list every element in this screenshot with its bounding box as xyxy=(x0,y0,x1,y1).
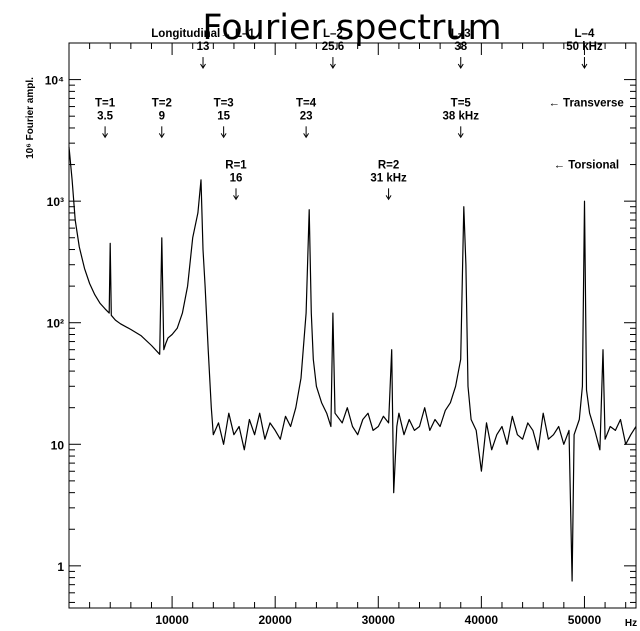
arrow-icon xyxy=(102,133,109,139)
arrow-icon xyxy=(233,195,239,201)
annotation-text: T=3 xyxy=(214,97,234,109)
mode-annotation: L–450 kHz xyxy=(566,28,603,69)
mode-annotation: ← Torsional xyxy=(554,159,620,171)
mode-annotation: ← Transverse xyxy=(548,97,623,109)
mode-annotation: T=29 xyxy=(152,97,172,139)
annotation-text: T=4 xyxy=(296,97,317,109)
mode-annotation: L–225.6 xyxy=(322,28,344,69)
mode-annotation: R=231 kHz xyxy=(370,159,407,201)
annotation-text: 31 kHz xyxy=(370,172,407,184)
annotation-text: ← Torsional xyxy=(554,159,620,171)
annotation-text: 3.5 xyxy=(97,110,114,122)
annotation-text: R=1 xyxy=(225,159,247,171)
x-tick-label: 10000 xyxy=(155,613,189,627)
y-tick-label: 10³ xyxy=(47,195,64,209)
annotation-text: 15 xyxy=(217,110,230,122)
annotation-text: 38 xyxy=(454,41,467,53)
annotation-text: 16 xyxy=(230,172,243,184)
y-axis-label: 10⁶ Fourier ampl. xyxy=(25,77,36,159)
y-tick-label: 10 xyxy=(51,438,65,452)
arrow-icon xyxy=(303,133,310,139)
mode-annotation: T=315 xyxy=(214,97,234,139)
mode-annotation: T=538 kHz xyxy=(443,97,480,139)
y-tick-label: 1 xyxy=(57,560,64,574)
chart-title: Fourier spectrum xyxy=(202,8,501,48)
annotation-text: T=1 xyxy=(95,97,116,109)
annotation-text: 38 kHz xyxy=(443,110,480,122)
annotation-text: T=5 xyxy=(451,97,472,109)
annotation-text: L–3 xyxy=(451,28,471,40)
annotation-text: R=2 xyxy=(378,159,399,171)
annotation-text: L–4 xyxy=(575,28,595,40)
arrow-icon xyxy=(329,63,336,69)
y-tick-label: 10² xyxy=(47,317,64,331)
arrow-icon xyxy=(457,133,464,139)
arrow-icon xyxy=(200,63,206,69)
x-tick-label: 20000 xyxy=(258,613,292,627)
annotation-text: 9 xyxy=(159,110,165,122)
x-tick-label: 50000 xyxy=(568,613,602,627)
x-tick-label: 30000 xyxy=(362,613,396,627)
annotation-text: 23 xyxy=(300,110,313,122)
x-tick-label: 40000 xyxy=(465,613,499,627)
mode-annotation: L–338 xyxy=(451,28,471,69)
mode-annotations: Longitudinal→ L–113 L–225.6 L–338 L–450 kHz… xyxy=(95,28,624,201)
annotation-text: 50 kHz xyxy=(566,41,603,53)
x-axis-label: Hz xyxy=(625,618,637,629)
mode-annotation: T=423 xyxy=(296,97,317,139)
annotation-text: T=2 xyxy=(152,97,172,109)
annotation-text: 25.6 xyxy=(322,41,344,53)
arrow-icon xyxy=(385,195,392,201)
arrow-icon xyxy=(457,63,464,69)
annotation-text: 13 xyxy=(197,41,210,53)
spectrum-line xyxy=(68,146,637,582)
mode-annotation: Longitudinal→ L–113 xyxy=(151,28,255,69)
spectrum-series xyxy=(68,146,637,582)
plot-frame xyxy=(68,42,637,609)
mode-annotation: R=116 xyxy=(225,159,247,201)
annotation-text: ← Transverse xyxy=(548,97,623,109)
annotation-text: L–2 xyxy=(323,28,343,40)
arrow-icon xyxy=(220,133,227,139)
mode-annotation: T=13.5 xyxy=(95,97,116,139)
y-tick-label: 10⁴ xyxy=(45,74,64,88)
x-ticks: 10000 20000 30000 40000 50000 xyxy=(89,43,627,627)
annotation-text: Longitudinal→ L–1 xyxy=(151,28,255,40)
arrow-icon xyxy=(158,133,165,139)
y-ticks: 1 10 10² 10³ 10⁴ xyxy=(45,42,636,603)
arrow-icon xyxy=(581,63,588,69)
